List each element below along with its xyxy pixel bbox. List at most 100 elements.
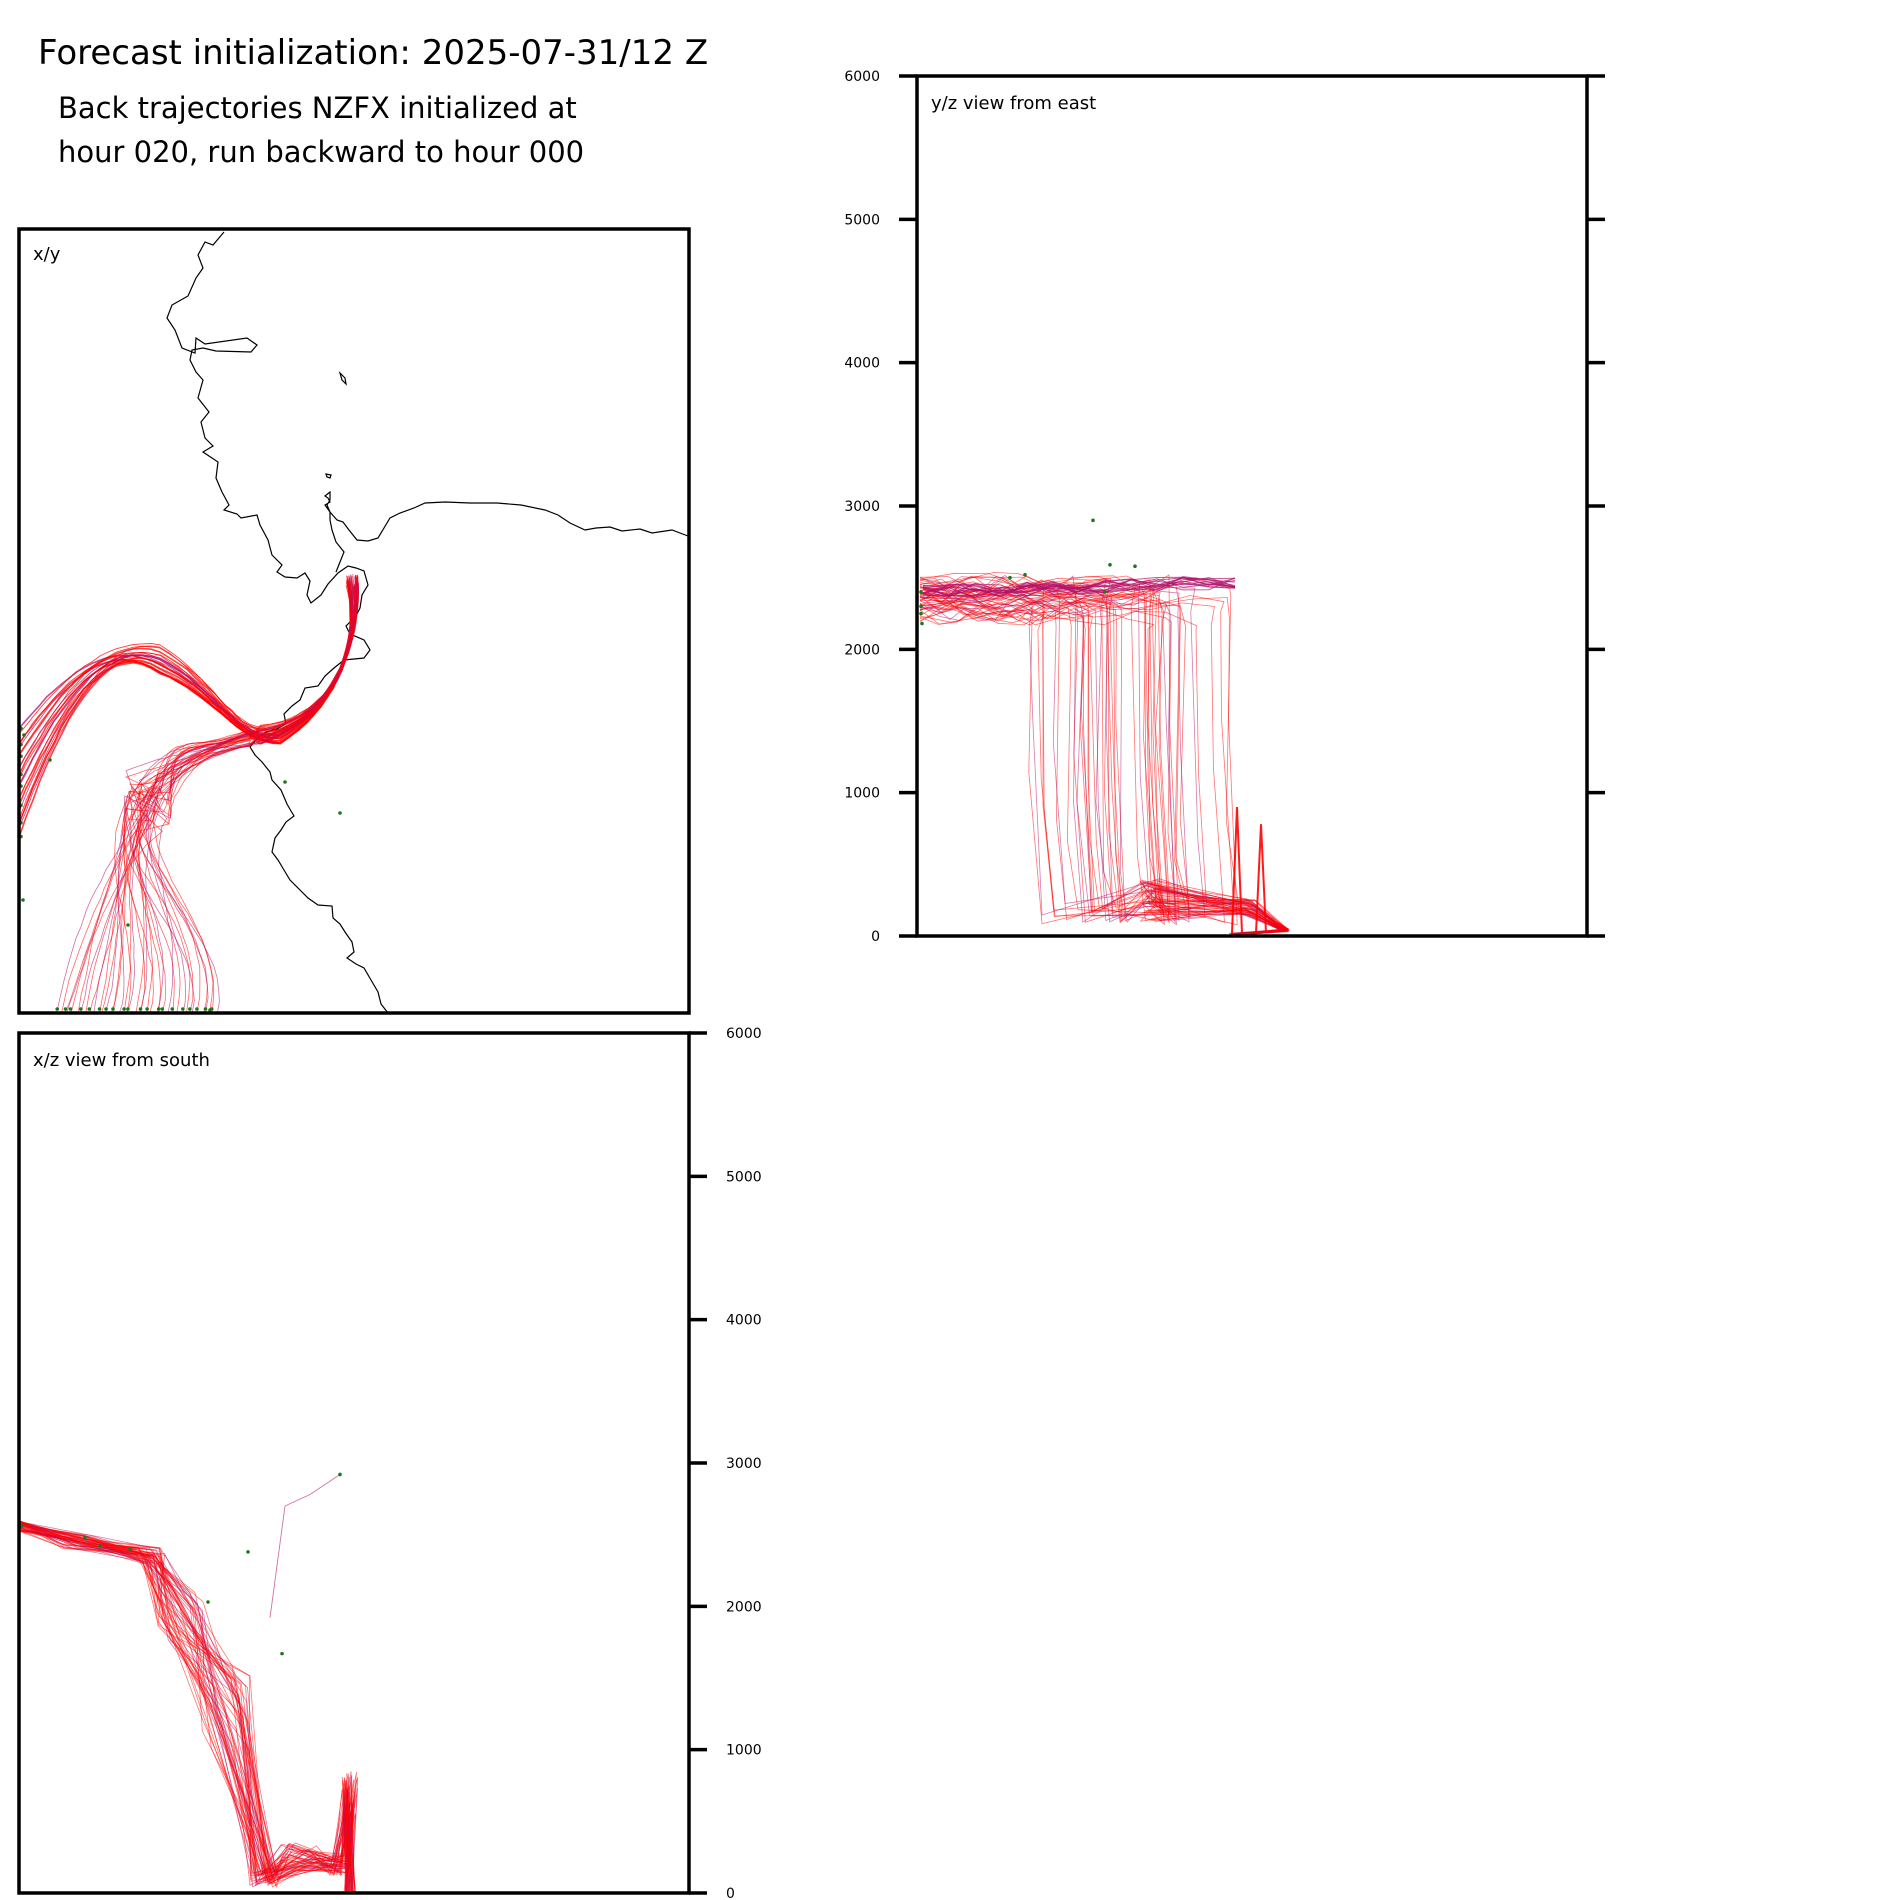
coastline-islet-2 [325, 473, 332, 479]
xz-trajectory-line [19, 1527, 352, 1893]
xz-trajectory-line [19, 1521, 347, 1893]
xz-endpoint [83, 1535, 87, 1540]
yz-tick-label: 4000 [844, 356, 880, 372]
xy-trajectory-line [19, 576, 358, 768]
xz-trajectory-line [19, 1526, 353, 1892]
xz-trajectory-line [19, 1524, 354, 1892]
xy-endpoint [188, 1007, 192, 1011]
yz-trajectory-line [1231, 806, 1243, 934]
yz-trajectory-line [919, 607, 1287, 936]
yz-endpoint [919, 611, 923, 616]
xy-endpoint [203, 1007, 208, 1011]
xz-trajectory-line [19, 1521, 349, 1891]
xy-endpoint [208, 1008, 212, 1012]
xy-endpoint [138, 1007, 143, 1011]
figure-subtitle-line2: hour 020, run backward to hour 000 [58, 135, 584, 169]
yz-trajectory-line [919, 602, 1284, 936]
xy-trajectory-line [19, 582, 353, 824]
yz-trajectory-line [919, 604, 1284, 935]
xz-trajectory-line [19, 1522, 350, 1892]
xz-tick-label: 1000 [726, 1743, 762, 1759]
yz-trajectory-line [919, 585, 1283, 936]
xy-endpoint [87, 1007, 92, 1011]
xz-trajectory-line [19, 1529, 351, 1891]
xz-panel-frame [17, 1031, 691, 1895]
yz-trajectories [919, 571, 1291, 936]
xz-trajectory-line [19, 1523, 356, 1892]
yz-trajectory-line [919, 602, 1284, 934]
xz-trajectory-line [19, 1529, 357, 1891]
xy-trajectory-line [19, 578, 353, 830]
xz-endpoint [246, 1550, 250, 1554]
yz-endpoint [1108, 562, 1112, 567]
xz-trajectory-line [19, 1527, 353, 1892]
xy-trajectory-line [149, 579, 352, 1013]
yz-trajectory-line [919, 589, 1289, 934]
xy-trajectory-line [70, 575, 352, 1013]
xy-endpoint [97, 1007, 102, 1011]
xz-endpoint [98, 1544, 102, 1548]
xy-endpoint [22, 733, 26, 737]
xy-trajectory-line [128, 575, 357, 1013]
xz-trajectory-line [19, 1524, 350, 1892]
yz-trajectory-line [919, 575, 1287, 936]
yz-tick-label: 1000 [844, 786, 880, 802]
xz-trajectory-line [269, 1474, 341, 1618]
yz-endpoint [919, 604, 923, 609]
xz-trajectory-line [19, 1520, 359, 1891]
xz-trajectory-line [19, 1524, 347, 1891]
coastline-islet-1 [338, 370, 347, 386]
xz-trajectory-line [19, 1522, 358, 1892]
xz-tick-label: 2000 [726, 1599, 762, 1615]
xz-trajectory-line [19, 1522, 352, 1892]
xz-endpoint [280, 1651, 284, 1656]
xy-panel-label: x/y [33, 244, 61, 265]
xy-endpoint [21, 898, 25, 902]
coastline-south [249, 615, 389, 1013]
yz-trajectory-line [919, 602, 1290, 936]
xy-endpoint [195, 1007, 199, 1011]
xz-trajectory-line [19, 1521, 355, 1892]
xz-endpoint [206, 1600, 210, 1604]
coastline-east [323, 490, 689, 573]
yz-trajectory-line [919, 606, 1284, 936]
xy-endpoint [63, 1007, 68, 1011]
coastline-west [166, 231, 369, 617]
xz-trajectory-line [19, 1530, 354, 1892]
yz-trajectory-line [1255, 824, 1267, 934]
xz-tick-label: 6000 [726, 1026, 762, 1042]
xy-trajectory-line [122, 575, 359, 1013]
xy-trajectory-line [64, 584, 356, 1013]
xz-y-axis: 0 1000 2000 3000 4000 5000 6000 [689, 1026, 762, 1900]
xy-trajectory-line [145, 575, 355, 1013]
yz-tick-label: 3000 [844, 499, 880, 515]
xy-endpoint [283, 780, 287, 784]
yz-trajectory-line [922, 576, 1236, 598]
figure-subtitle-line1: Back trajectories NZFX initialized at [58, 91, 577, 125]
yz-trajectory-line [922, 578, 1236, 593]
xy-endpoint [126, 923, 130, 927]
xz-tick-label: 3000 [726, 1456, 762, 1472]
xz-trajectory-line [19, 1522, 353, 1891]
xz-trajectory-line [19, 1521, 353, 1892]
yz-tick-label: 2000 [844, 642, 880, 658]
xz-trajectory-line [19, 1523, 348, 1891]
yz-endpoint [1103, 590, 1107, 594]
xz-endpoint [338, 1472, 342, 1477]
yz-trajectory-line [919, 603, 1287, 935]
figure-title: Forecast initialization: 2025-07-31/12 Z [38, 33, 708, 73]
xy-endpoint [126, 1007, 130, 1011]
xz-trajectory-line [19, 1527, 357, 1891]
xz-panel: x/z view from south 0 1000 2000 3000 4000 500… [17, 1026, 762, 1900]
xy-endpoint [338, 811, 342, 815]
xz-trajectory-line [19, 1520, 353, 1891]
xz-trajectory-line [19, 1520, 351, 1892]
yz-panel: y/z view from east 0 1000 2000 3000 4000 5000… [844, 69, 1605, 945]
xy-trajectory-line [80, 575, 356, 1013]
xy-panel-frame [17, 227, 691, 1015]
xy-trajectory-line [137, 581, 358, 1013]
xz-trajectory-line [19, 1524, 355, 1893]
xz-trajectory-line [19, 1529, 355, 1893]
xz-trajectory-line [19, 1529, 353, 1891]
